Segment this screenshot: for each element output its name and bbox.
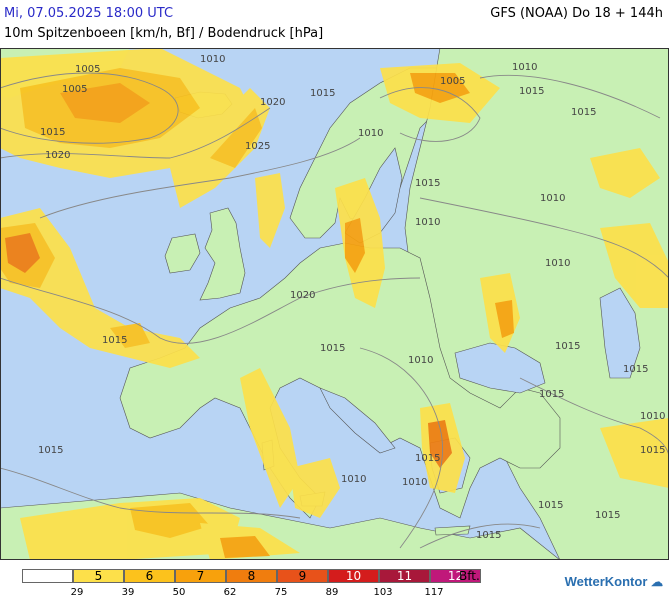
isobar-label: 1020 [290,290,315,301]
legend-tick-label: 29 [70,587,84,598]
legend-tick-label: 50 [172,587,186,598]
gust-band-5 [290,458,340,518]
isobars [0,72,669,549]
gust-band-7 [220,536,270,558]
isobar-label: 1010 [341,474,366,485]
weather-map: 1005 1005 1010 1015 1020 1025 1020 1015 … [0,48,669,560]
legend-tick-label: 117 [424,587,444,598]
legend-tick-label: 89 [325,587,339,598]
land-crete [434,525,471,536]
legend-tick-label: 75 [274,587,288,598]
wetterkontor-logo-icon: ☁ [651,575,663,589]
isobar-line [359,347,444,549]
gust-band-7 [495,300,514,338]
gust-band-8 [428,420,452,468]
isobar-line [0,107,271,159]
legend-tick-label: 62 [223,587,237,598]
wetterkontor-logo: WetterKontor ☁ [564,574,663,589]
gust-band-8 [5,233,40,273]
gust-band-5 [240,368,300,508]
map-title: 10m Spitzenboeen [km/h, Bf] / Bodendruck… [4,26,324,41]
legend-class-10: 10 [328,569,379,583]
isobar-label: 1015 [538,500,563,511]
isobar-label: 1010 [358,128,383,139]
legend-class-11: 11 [379,569,430,583]
isobar-label: 1015 [40,127,65,138]
isobar-label: 1015 [555,341,580,352]
isobar-label: 1020 [45,150,70,161]
legend-class-5: 5 [73,569,124,583]
gust-band-5 [0,208,200,368]
land-scandinavia [289,67,441,239]
isobar-line [419,197,669,279]
isobar-label: 1015 [310,88,335,99]
land-great-britain [199,207,246,301]
legend-unit-label: Bft. [459,569,480,583]
isobar-line [0,72,179,144]
isobar-line [0,467,301,519]
legend-class-calm [22,569,73,583]
legend-tick-label: 39 [121,587,135,598]
legend-class-7: 7 [175,569,226,583]
isobar-label: 1020 [260,97,285,108]
isobar-label: 1015 [623,364,648,375]
isobar-label: 1010 [415,217,440,228]
water-caspian [599,287,641,379]
isobar-label: 1015 [320,343,345,354]
isobar-line [519,377,669,459]
isobar-label: 1010 [512,62,537,73]
gust-band-5 [600,418,669,488]
isobar-label: 1015 [595,510,620,521]
isobar-label: 1025 [245,141,270,152]
isobar-label: 1015 [38,445,63,456]
gust-band-7 [345,218,365,273]
isobar-label: 1015 [415,453,440,464]
isobar-label: 1015 [519,86,544,97]
isobar-label: 1015 [415,178,440,189]
isobar-label: 1010 [200,54,225,65]
isobar-label: 1015 [539,389,564,400]
isobar-line [379,87,481,142]
gust-band-7 [60,83,150,123]
gust-band-5 [590,148,660,198]
water-adriatic [319,387,396,454]
isobar-label: 1010 [640,411,665,422]
isobar-label: 1010 [545,258,570,269]
isobar-label: 1005 [440,76,465,87]
legend-class-12: 12 [430,569,481,583]
gust-band-6 [210,108,262,168]
model-run-label: GFS (NOAA) Do 18 + 144h [490,6,663,21]
isobar-label: 1015 [476,530,501,541]
gust-band-6 [110,323,150,348]
legend-class-9: 9 [277,569,328,583]
isobar-label: 1015 [102,335,127,346]
legend-class-8: 8 [226,569,277,583]
isobar-label: 1005 [75,64,100,75]
land-ireland [164,233,201,274]
gust-band-5 [600,223,669,308]
isobar-label: 1015 [640,445,665,456]
isobar-label: 1010 [408,355,433,366]
forecast-date: Mi, 07.05.2025 18:00 UTC [4,6,174,21]
legend-class-6: 6 [124,569,175,583]
isobar-line [419,523,541,549]
isobar-label: 1005 [62,84,87,95]
gust-band-5 [255,173,285,248]
isobar-line [39,137,361,219]
isobar-label: 1015 [571,107,596,118]
isobar-label: 1010 [540,193,565,204]
isobar-line [479,75,661,119]
legend-tick-label: 103 [373,587,393,598]
isobar-label: 1010 [402,477,427,488]
isobar-line [0,277,421,344]
isobar-labels: 1005 1005 1010 1015 1020 1025 1020 1015 … [38,54,665,541]
